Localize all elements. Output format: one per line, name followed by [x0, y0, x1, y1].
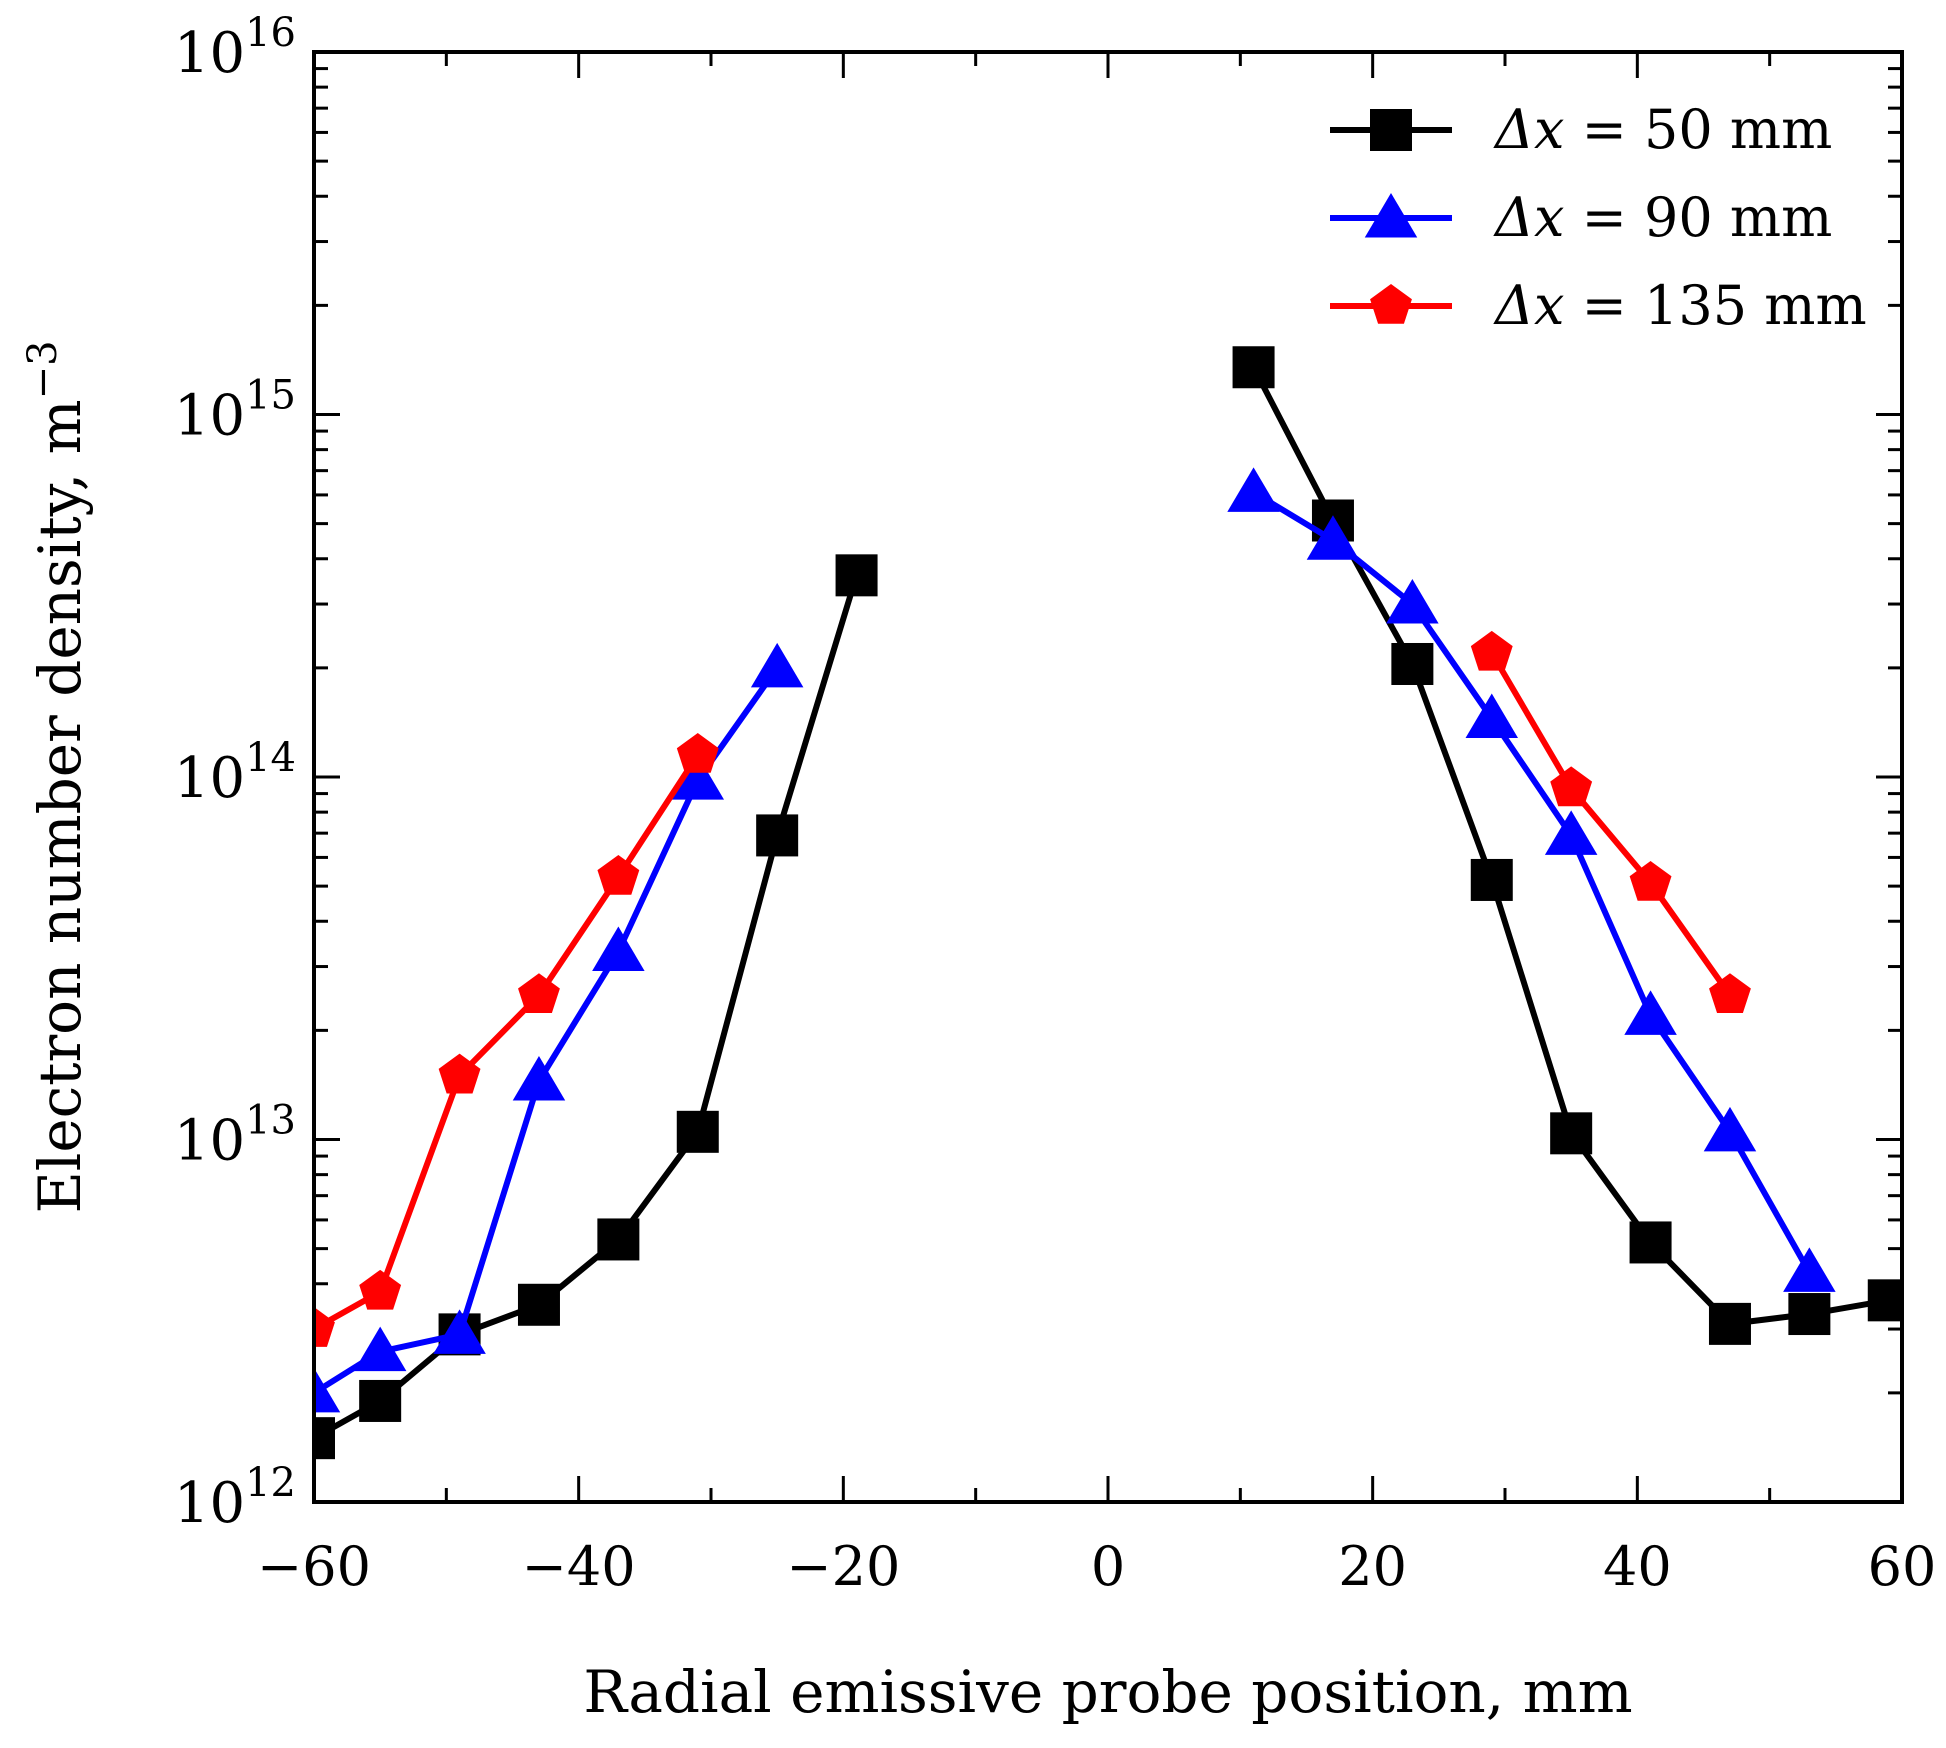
data-point-pentagon: [438, 1053, 481, 1094]
x-tick-label: 20: [1338, 1535, 1407, 1598]
data-point-pentagon: [518, 973, 560, 1014]
legend: Δx = 50 mm Δx = 90 mm Δx = 135 mm: [1330, 98, 1867, 337]
data-point-triangle: [353, 1326, 407, 1372]
series-line: [1489, 651, 1733, 997]
y-tick-label: 1013: [174, 1098, 296, 1174]
data-point-triangle: [1783, 1247, 1836, 1292]
data-point-triangle: [1544, 810, 1598, 855]
legend-label: Δx = 90 mm: [1493, 186, 1832, 249]
series-layer: [314, 346, 1902, 1460]
data-point-pentagon: [314, 1307, 335, 1347]
data-point-triangle: [750, 642, 804, 688]
y-tick-label: 1015: [174, 373, 296, 449]
data-point-pentagon: [676, 732, 719, 773]
y-axis-title-exponent: −3: [20, 340, 66, 399]
x-tick-label: −20: [786, 1535, 900, 1598]
data-point-square: [676, 1110, 719, 1153]
data-point-square: [756, 814, 799, 857]
y-tick-label: 1016: [174, 10, 296, 86]
data-point-pentagon: [1709, 973, 1751, 1014]
data-point-triangle: [1227, 467, 1280, 512]
data-point-triangle: [1703, 1106, 1757, 1152]
data-point-pentagon: [1470, 630, 1513, 671]
data-point-triangle: [1386, 579, 1439, 624]
data-point-square: [1232, 346, 1275, 389]
y-axis-title-text: Electron number density, m: [26, 399, 94, 1213]
data-point-square: [1867, 1279, 1902, 1322]
series-2: [314, 467, 1836, 1413]
legend-marker-square: [1370, 109, 1412, 151]
series-1: [314, 346, 1902, 1460]
data-point-square: [1629, 1221, 1672, 1264]
data-point-pentagon: [1550, 766, 1593, 807]
y-tick-label: 1014: [174, 735, 296, 811]
legend-marker-triangle: [1364, 193, 1418, 238]
data-point-square: [1391, 642, 1434, 685]
legend-label: Δx = 50 mm: [1493, 98, 1832, 161]
data-point-triangle: [433, 1309, 486, 1354]
x-axis-title: Radial emissive probe position, mm: [583, 1658, 1632, 1726]
tick-labels: −60 −40 −20 0 20 40 60 1012 1013 1014 1015 1016: [174, 10, 1937, 1598]
x-tick-label: 60: [1868, 1535, 1937, 1598]
data-point-pentagon: [597, 854, 640, 895]
data-point-pentagon: [1629, 861, 1672, 901]
legend-label: Δx = 135 mm: [1493, 274, 1867, 337]
data-point-square: [1470, 858, 1513, 901]
data-point-triangle: [671, 755, 725, 800]
data-point-square: [835, 554, 878, 597]
series-3: [314, 630, 1751, 1347]
data-point-triangle: [592, 926, 645, 972]
data-point-square: [1708, 1302, 1751, 1345]
data-point-triangle: [1306, 515, 1360, 560]
y-axis-title: Electron number density, m−3: [20, 340, 94, 1213]
data-point-triangle: [1465, 693, 1519, 739]
legend-marker-pentagon: [1370, 284, 1412, 324]
data-point-square: [1550, 1112, 1593, 1155]
data-point-pentagon: [359, 1269, 402, 1310]
data-point-square: [597, 1218, 640, 1261]
data-point-triangle: [1624, 990, 1677, 1035]
x-tick-label: −60: [257, 1535, 371, 1598]
x-tick-label: 0: [1091, 1535, 1125, 1598]
x-tick-label: −40: [522, 1535, 636, 1598]
plot-frame: [312, 50, 1904, 1504]
data-point-triangle: [314, 1367, 341, 1413]
y-tick-label: 1012: [174, 1460, 296, 1536]
data-point-triangle: [512, 1056, 566, 1101]
data-point-square: [314, 1417, 335, 1460]
data-point-square: [1788, 1293, 1831, 1336]
data-point-square: [359, 1379, 402, 1422]
data-point-square: [517, 1283, 560, 1326]
x-tick-label: 40: [1603, 1535, 1672, 1598]
